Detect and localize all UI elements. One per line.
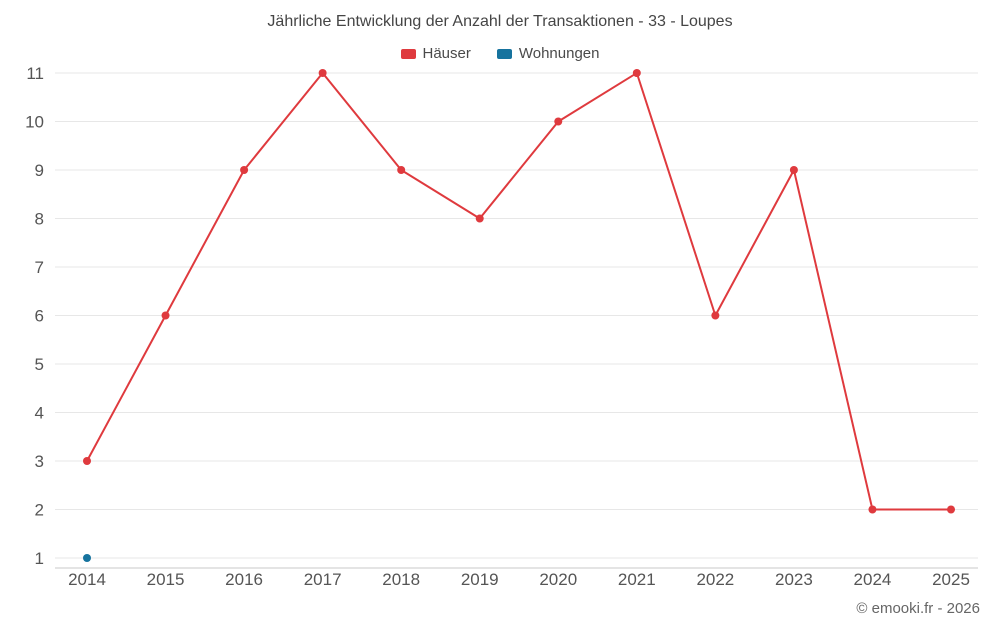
y-tick-label: 10: [25, 113, 44, 132]
data-point[interactable]: [397, 166, 406, 174]
data-point[interactable]: [947, 505, 955, 514]
x-tick-label: 2022: [696, 570, 734, 589]
y-tick-label: 5: [35, 355, 44, 374]
data-point[interactable]: [161, 311, 170, 320]
legend-item-haeuser[interactable]: Häuser: [400, 45, 471, 62]
wohnungen-series-swatch-icon: [496, 48, 512, 59]
x-tick-label: 2016: [225, 570, 263, 589]
data-point[interactable]: [632, 69, 641, 77]
y-tick-label: 1: [35, 549, 44, 568]
y-tick-label: 4: [35, 404, 44, 423]
data-point[interactable]: [83, 457, 91, 465]
x-tick-label: 2017: [304, 570, 342, 589]
x-tick-label: 2020: [539, 570, 577, 589]
legend-label-wohnungen: Wohnungen: [518, 45, 600, 62]
y-tick-label: 2: [35, 501, 44, 520]
data-point[interactable]: [868, 505, 877, 514]
data-point[interactable]: [711, 311, 720, 320]
x-tick-label: 2015: [147, 570, 185, 589]
x-tick-label: 2024: [854, 570, 892, 589]
data-point[interactable]: [475, 214, 484, 223]
copyright-text: © emooki.fr - 2026: [856, 600, 980, 617]
y-tick-label: 9: [35, 161, 44, 180]
x-tick-label: 2014: [68, 570, 106, 589]
legend: Häuser Wohnungen: [0, 45, 1000, 62]
data-point[interactable]: [554, 117, 563, 126]
y-tick-label: 6: [35, 307, 44, 326]
x-tick-label: 2018: [382, 570, 420, 589]
legend-item-wohnungen[interactable]: Wohnungen: [496, 45, 600, 62]
y-tick-label: 3: [35, 452, 44, 471]
x-tick-label: 2023: [775, 570, 813, 589]
series-line: [86, 72, 952, 511]
y-tick-label: 8: [35, 210, 44, 229]
data-point[interactable]: [318, 69, 327, 77]
x-tick-label: 2025: [932, 570, 970, 589]
y-tick-label: 11: [26, 64, 44, 83]
x-tick-label: 2021: [618, 570, 656, 589]
data-point[interactable]: [789, 166, 798, 174]
data-point[interactable]: [240, 166, 249, 174]
y-tick-label: 7: [35, 258, 44, 277]
legend-label-haeuser: Häuser: [422, 45, 471, 62]
data-point[interactable]: [83, 554, 91, 562]
chart-title: Jährliche Entwicklung der Anzahl der Tra…: [267, 13, 733, 30]
haeuser-series-swatch-icon: [400, 48, 416, 59]
x-tick-label: 2019: [461, 570, 499, 589]
